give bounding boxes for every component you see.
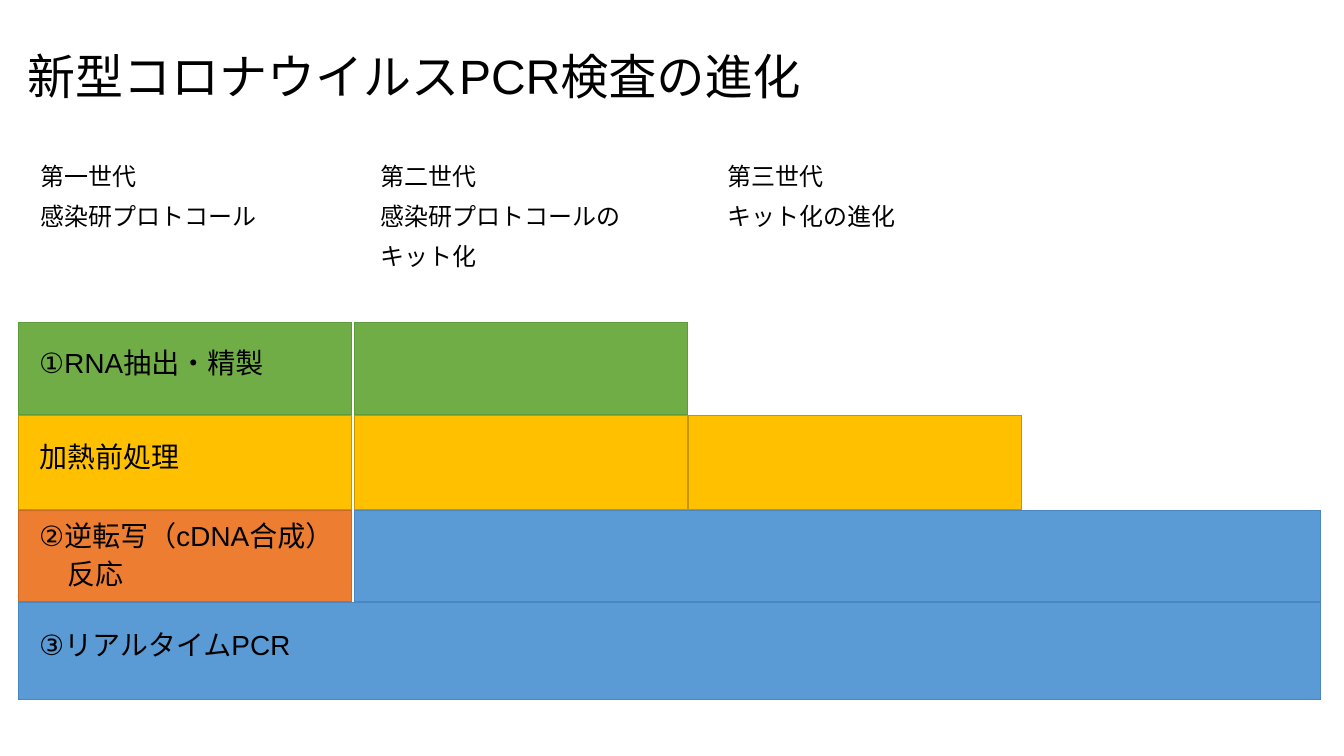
bar-realtime-pcr-label: ③リアルタイムPCR xyxy=(39,630,291,661)
bar-reverse-transcription-label: ②逆転写（cDNA合成） 反応 xyxy=(39,521,334,590)
generation-1-desc: 感染研プロトコール xyxy=(40,204,256,231)
bar-heat-pretreatment-gen1: 加熱前処理 xyxy=(18,415,352,510)
slide-title: 新型コロナウイルスPCR検査の進化 xyxy=(27,52,801,105)
generation-3-name: 第三世代 xyxy=(727,164,823,191)
bar-realtime-pcr: ③リアルタイムPCR xyxy=(18,602,1321,700)
generation-3-desc: キット化の進化 xyxy=(727,204,895,231)
generation-2-header: 第二世代 感染研プロトコールの キット化 xyxy=(380,158,620,278)
bar-rna-extraction-label: ①RNA抽出・精製 xyxy=(39,347,264,379)
generation-1-name: 第一世代 xyxy=(40,164,136,191)
bar-rna-extraction-gen2 xyxy=(354,322,688,415)
generation-1-header: 第一世代 感染研プロトコール xyxy=(40,158,256,238)
bar-heat-pretreatment-gen3 xyxy=(688,415,1022,510)
bar-rna-extraction-gen1: ①RNA抽出・精製 xyxy=(18,322,352,415)
bar-realtime-pcr-upper xyxy=(354,510,1321,602)
bar-heat-pretreatment-gen2 xyxy=(354,415,688,510)
bar-heat-pretreatment-label: 加熱前処理 xyxy=(39,441,180,473)
generation-3-header: 第三世代 キット化の進化 xyxy=(727,158,895,238)
generation-2-desc: 感染研プロトコールの キット化 xyxy=(380,204,620,271)
bar-reverse-transcription: ②逆転写（cDNA合成） 反応 xyxy=(18,510,352,602)
generation-2-name: 第二世代 xyxy=(380,164,476,191)
